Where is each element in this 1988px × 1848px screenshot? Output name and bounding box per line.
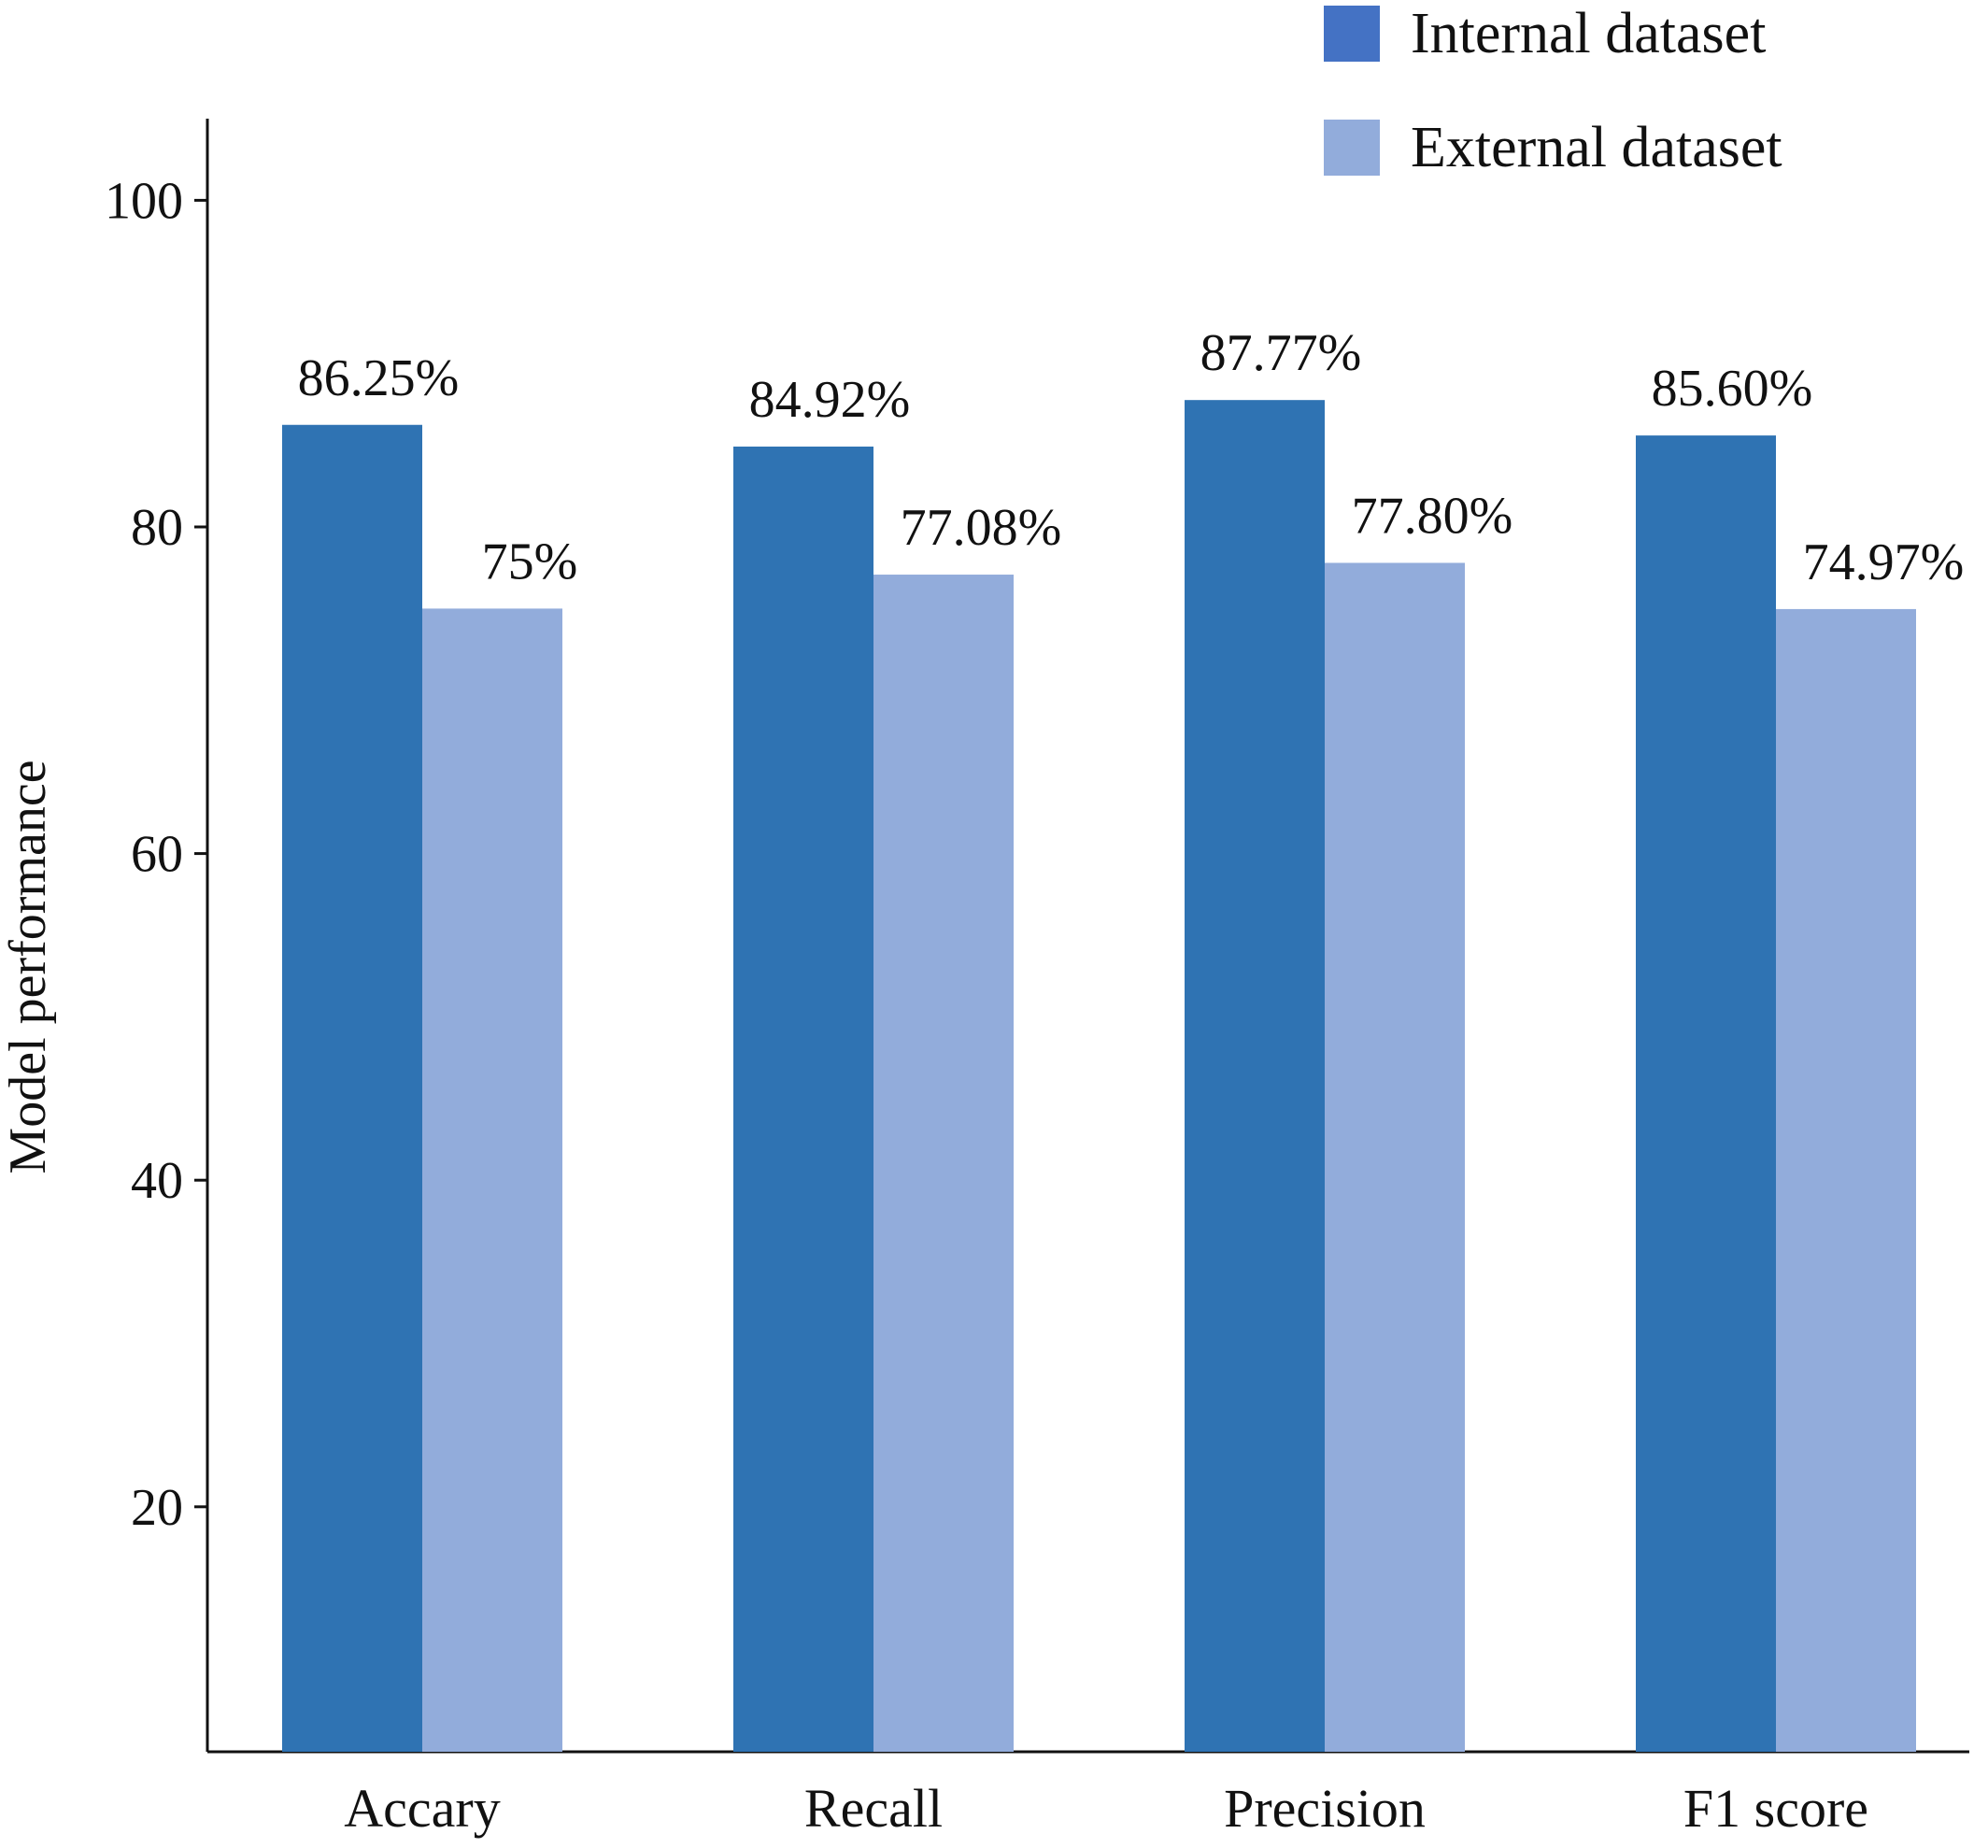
y-tick-label: 40 bbox=[131, 1152, 183, 1210]
data-label: 85.60% bbox=[1652, 360, 1813, 418]
y-axis-title: Model performance bbox=[0, 760, 57, 1173]
y-tick-label: 100 bbox=[105, 172, 183, 230]
legend-label: Internal dataset bbox=[1411, 2, 1766, 65]
data-label: 75% bbox=[482, 533, 578, 590]
bar-internal bbox=[733, 446, 873, 1752]
bar-external bbox=[422, 608, 562, 1752]
x-tick-label: Recall bbox=[804, 1778, 943, 1839]
data-label: 86.25% bbox=[298, 349, 460, 407]
bar-external bbox=[873, 575, 1014, 1752]
legend-swatch-internal bbox=[1324, 6, 1380, 62]
x-tick-label: Precision bbox=[1224, 1778, 1426, 1839]
data-label: 77.80% bbox=[1352, 487, 1513, 545]
bar-internal bbox=[1636, 435, 1776, 1752]
data-labels: 86.25% 75% 84.92% 77.08% 87.77% 77.80% 85.60% 7… bbox=[298, 324, 1965, 591]
x-tick-label: F1 score bbox=[1683, 1778, 1868, 1839]
legend-swatch-external bbox=[1324, 120, 1380, 176]
legend: Internal dataset External dataset bbox=[1324, 2, 1782, 179]
bar-external bbox=[1325, 562, 1465, 1752]
legend-label: External dataset bbox=[1411, 116, 1782, 179]
y-tick-label: 60 bbox=[131, 826, 183, 884]
bar-internal bbox=[282, 424, 422, 1752]
bar-external bbox=[1776, 608, 1916, 1753]
data-label: 77.08% bbox=[901, 499, 1062, 557]
x-tick-label: Accary bbox=[344, 1778, 500, 1839]
bar-internal bbox=[1185, 400, 1325, 1752]
y-axis: 20 40 60 80 100 bbox=[105, 119, 209, 1752]
x-axis: Accary Recall Precision F1 score bbox=[207, 1750, 1969, 1839]
data-label: 84.92% bbox=[749, 371, 911, 429]
bars bbox=[282, 400, 1916, 1753]
y-tick-label: 80 bbox=[131, 499, 183, 557]
data-label: 74.97% bbox=[1803, 533, 1965, 591]
data-label: 87.77% bbox=[1200, 324, 1362, 382]
y-tick-label: 20 bbox=[131, 1479, 183, 1537]
